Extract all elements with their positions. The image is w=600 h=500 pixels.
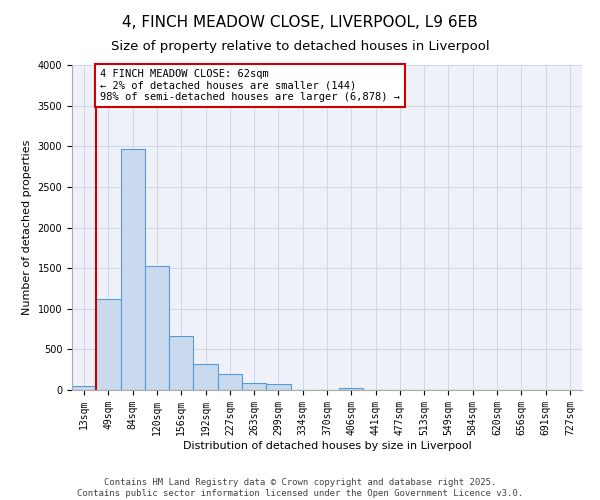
Bar xyxy=(121,148,145,390)
Bar xyxy=(266,384,290,390)
X-axis label: Distribution of detached houses by size in Liverpool: Distribution of detached houses by size … xyxy=(182,440,472,450)
Text: 4 FINCH MEADOW CLOSE: 62sqm
← 2% of detached houses are smaller (144)
98% of sem: 4 FINCH MEADOW CLOSE: 62sqm ← 2% of deta… xyxy=(100,69,400,102)
Bar xyxy=(218,374,242,390)
Bar xyxy=(339,388,364,390)
Bar xyxy=(72,386,96,390)
Bar xyxy=(242,382,266,390)
Bar xyxy=(145,266,169,390)
Text: Contains HM Land Registry data © Crown copyright and database right 2025.
Contai: Contains HM Land Registry data © Crown c… xyxy=(77,478,523,498)
Bar xyxy=(96,299,121,390)
Bar xyxy=(169,336,193,390)
Bar xyxy=(193,364,218,390)
Text: Size of property relative to detached houses in Liverpool: Size of property relative to detached ho… xyxy=(110,40,490,53)
Text: 4, FINCH MEADOW CLOSE, LIVERPOOL, L9 6EB: 4, FINCH MEADOW CLOSE, LIVERPOOL, L9 6EB xyxy=(122,15,478,30)
Y-axis label: Number of detached properties: Number of detached properties xyxy=(22,140,32,315)
